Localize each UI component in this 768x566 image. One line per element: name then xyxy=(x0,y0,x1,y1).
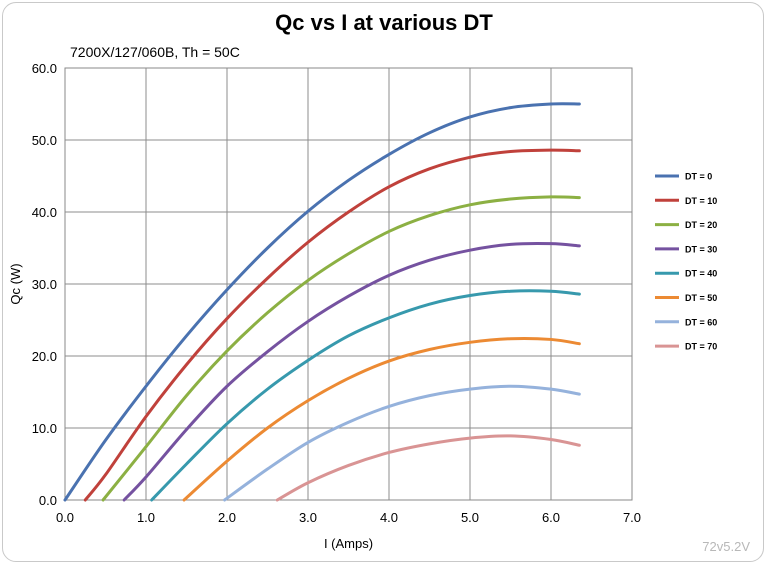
series-line-5 xyxy=(182,337,581,502)
y-axis-label: Qc (W) xyxy=(8,263,23,304)
y-tick-label: 20.0 xyxy=(32,349,57,364)
series-line-2 xyxy=(101,195,581,502)
x-tick-label: 2.0 xyxy=(218,510,236,525)
version-label: 72v5.2V xyxy=(702,539,750,554)
legend-label: DT = 40 xyxy=(685,269,717,279)
y-tick-label: 10.0 xyxy=(32,421,57,436)
x-tick-label: 7.0 xyxy=(623,510,641,525)
series-line-3 xyxy=(122,242,581,502)
legend-label: DT = 10 xyxy=(685,196,717,206)
series-line-4 xyxy=(150,289,581,502)
legend-label: DT = 70 xyxy=(685,342,717,352)
series-line-7 xyxy=(275,434,581,502)
x-tick-label: 4.0 xyxy=(380,510,398,525)
legend-label: DT = 60 xyxy=(685,317,717,327)
series-line-1 xyxy=(83,148,581,502)
legend-label: DT = 0 xyxy=(685,172,712,182)
x-tick-label: 0.0 xyxy=(56,510,74,525)
y-tick-label: 0.0 xyxy=(39,493,57,508)
y-tick-label: 60.0 xyxy=(32,61,57,76)
legend-label: DT = 20 xyxy=(685,220,717,230)
chart-subtitle: 7200X/127/060B, Th = 50C xyxy=(70,44,240,60)
y-tick-label: 30.0 xyxy=(32,277,57,292)
y-tick-label: 40.0 xyxy=(32,205,57,220)
legend-label: DT = 50 xyxy=(685,293,717,303)
x-axis-label: I (Amps) xyxy=(324,536,373,551)
x-tick-label: 1.0 xyxy=(137,510,155,525)
series-line-0 xyxy=(63,102,581,502)
x-tick-label: 6.0 xyxy=(542,510,560,525)
y-tick-label: 50.0 xyxy=(32,133,57,148)
series-line-6 xyxy=(223,384,581,502)
legend-label: DT = 30 xyxy=(685,244,717,254)
x-tick-label: 3.0 xyxy=(299,510,317,525)
x-tick-label: 5.0 xyxy=(461,510,479,525)
chart-title: Qc vs I at various DT xyxy=(275,10,493,35)
